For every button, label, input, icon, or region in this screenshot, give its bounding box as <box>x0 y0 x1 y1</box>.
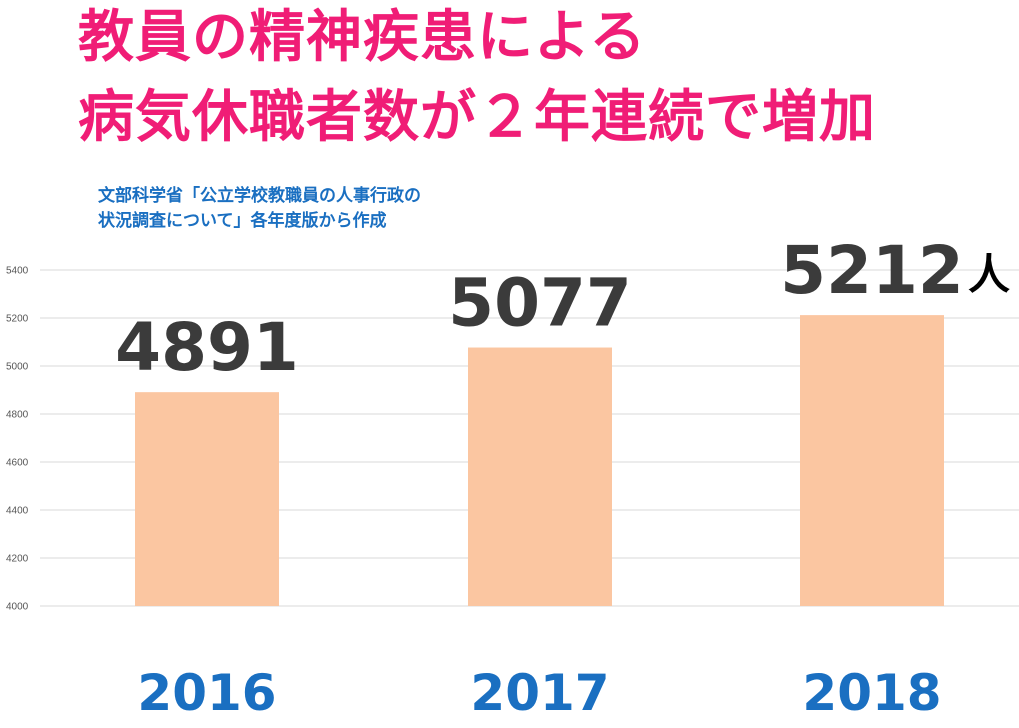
unit-label: 人 <box>968 250 1010 299</box>
data-label-2017: 5077 <box>448 265 632 342</box>
data-label-2018: 5212 <box>780 232 964 309</box>
y-tick-label: 5400 <box>6 266 29 277</box>
data-label-2016: 4891 <box>115 309 299 386</box>
bars <box>135 315 944 606</box>
x-axis-ticks: 2016 2017 2018 <box>137 664 941 722</box>
x-tick-label-2018: 2018 <box>802 664 941 722</box>
source-line-2: 状況調査について」各年度版から作成 <box>98 211 387 231</box>
y-tick-label: 4400 <box>6 506 29 517</box>
bar-2017 <box>468 347 612 606</box>
source-line-1: 文部科学省「公立学校教職員の人事行政の <box>98 186 421 206</box>
x-tick-label-2016: 2016 <box>137 664 276 722</box>
y-tick-label: 4800 <box>6 410 29 421</box>
y-tick-label: 4600 <box>6 458 29 469</box>
y-axis-ticks: 4000 4200 4400 4600 4800 5000 5200 5400 <box>6 266 29 613</box>
title-line-1: 教員の精神疾患による <box>78 5 647 70</box>
y-tick-label: 4200 <box>6 554 29 565</box>
x-tick-label-2017: 2017 <box>470 664 609 722</box>
y-tick-label: 5000 <box>6 362 29 373</box>
title-line-2: 病気休職者数が２年連続で増加 <box>78 85 876 150</box>
data-labels: 4891 5077 5212 人 <box>115 232 1010 386</box>
y-tick-label: 4000 <box>6 602 29 613</box>
source-note: 文部科学省「公立学校教職員の人事行政の 状況調査について」各年度版から作成 <box>98 184 421 234</box>
bar-2016 <box>135 392 279 606</box>
y-tick-label: 5200 <box>6 314 29 325</box>
bar-2018 <box>800 315 944 606</box>
